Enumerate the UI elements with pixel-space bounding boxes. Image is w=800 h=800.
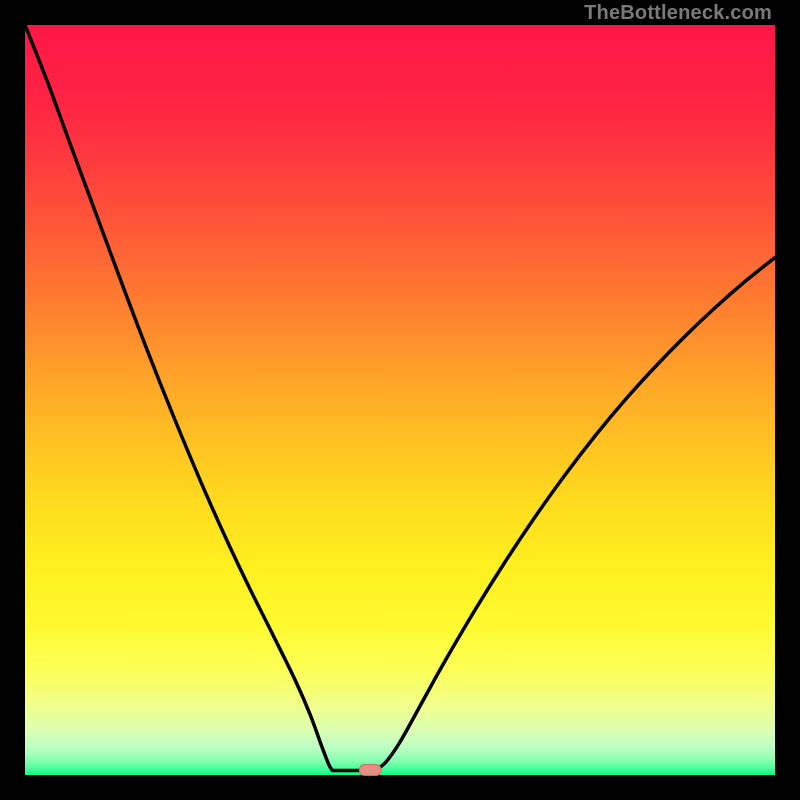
bottleneck-curve [25, 25, 775, 771]
chart-frame: TheBottleneck.com [0, 0, 800, 800]
watermark-text: TheBottleneck.com [584, 2, 772, 25]
curve-layer [25, 25, 775, 775]
plot-area [25, 25, 775, 775]
optimum-marker [359, 764, 382, 776]
